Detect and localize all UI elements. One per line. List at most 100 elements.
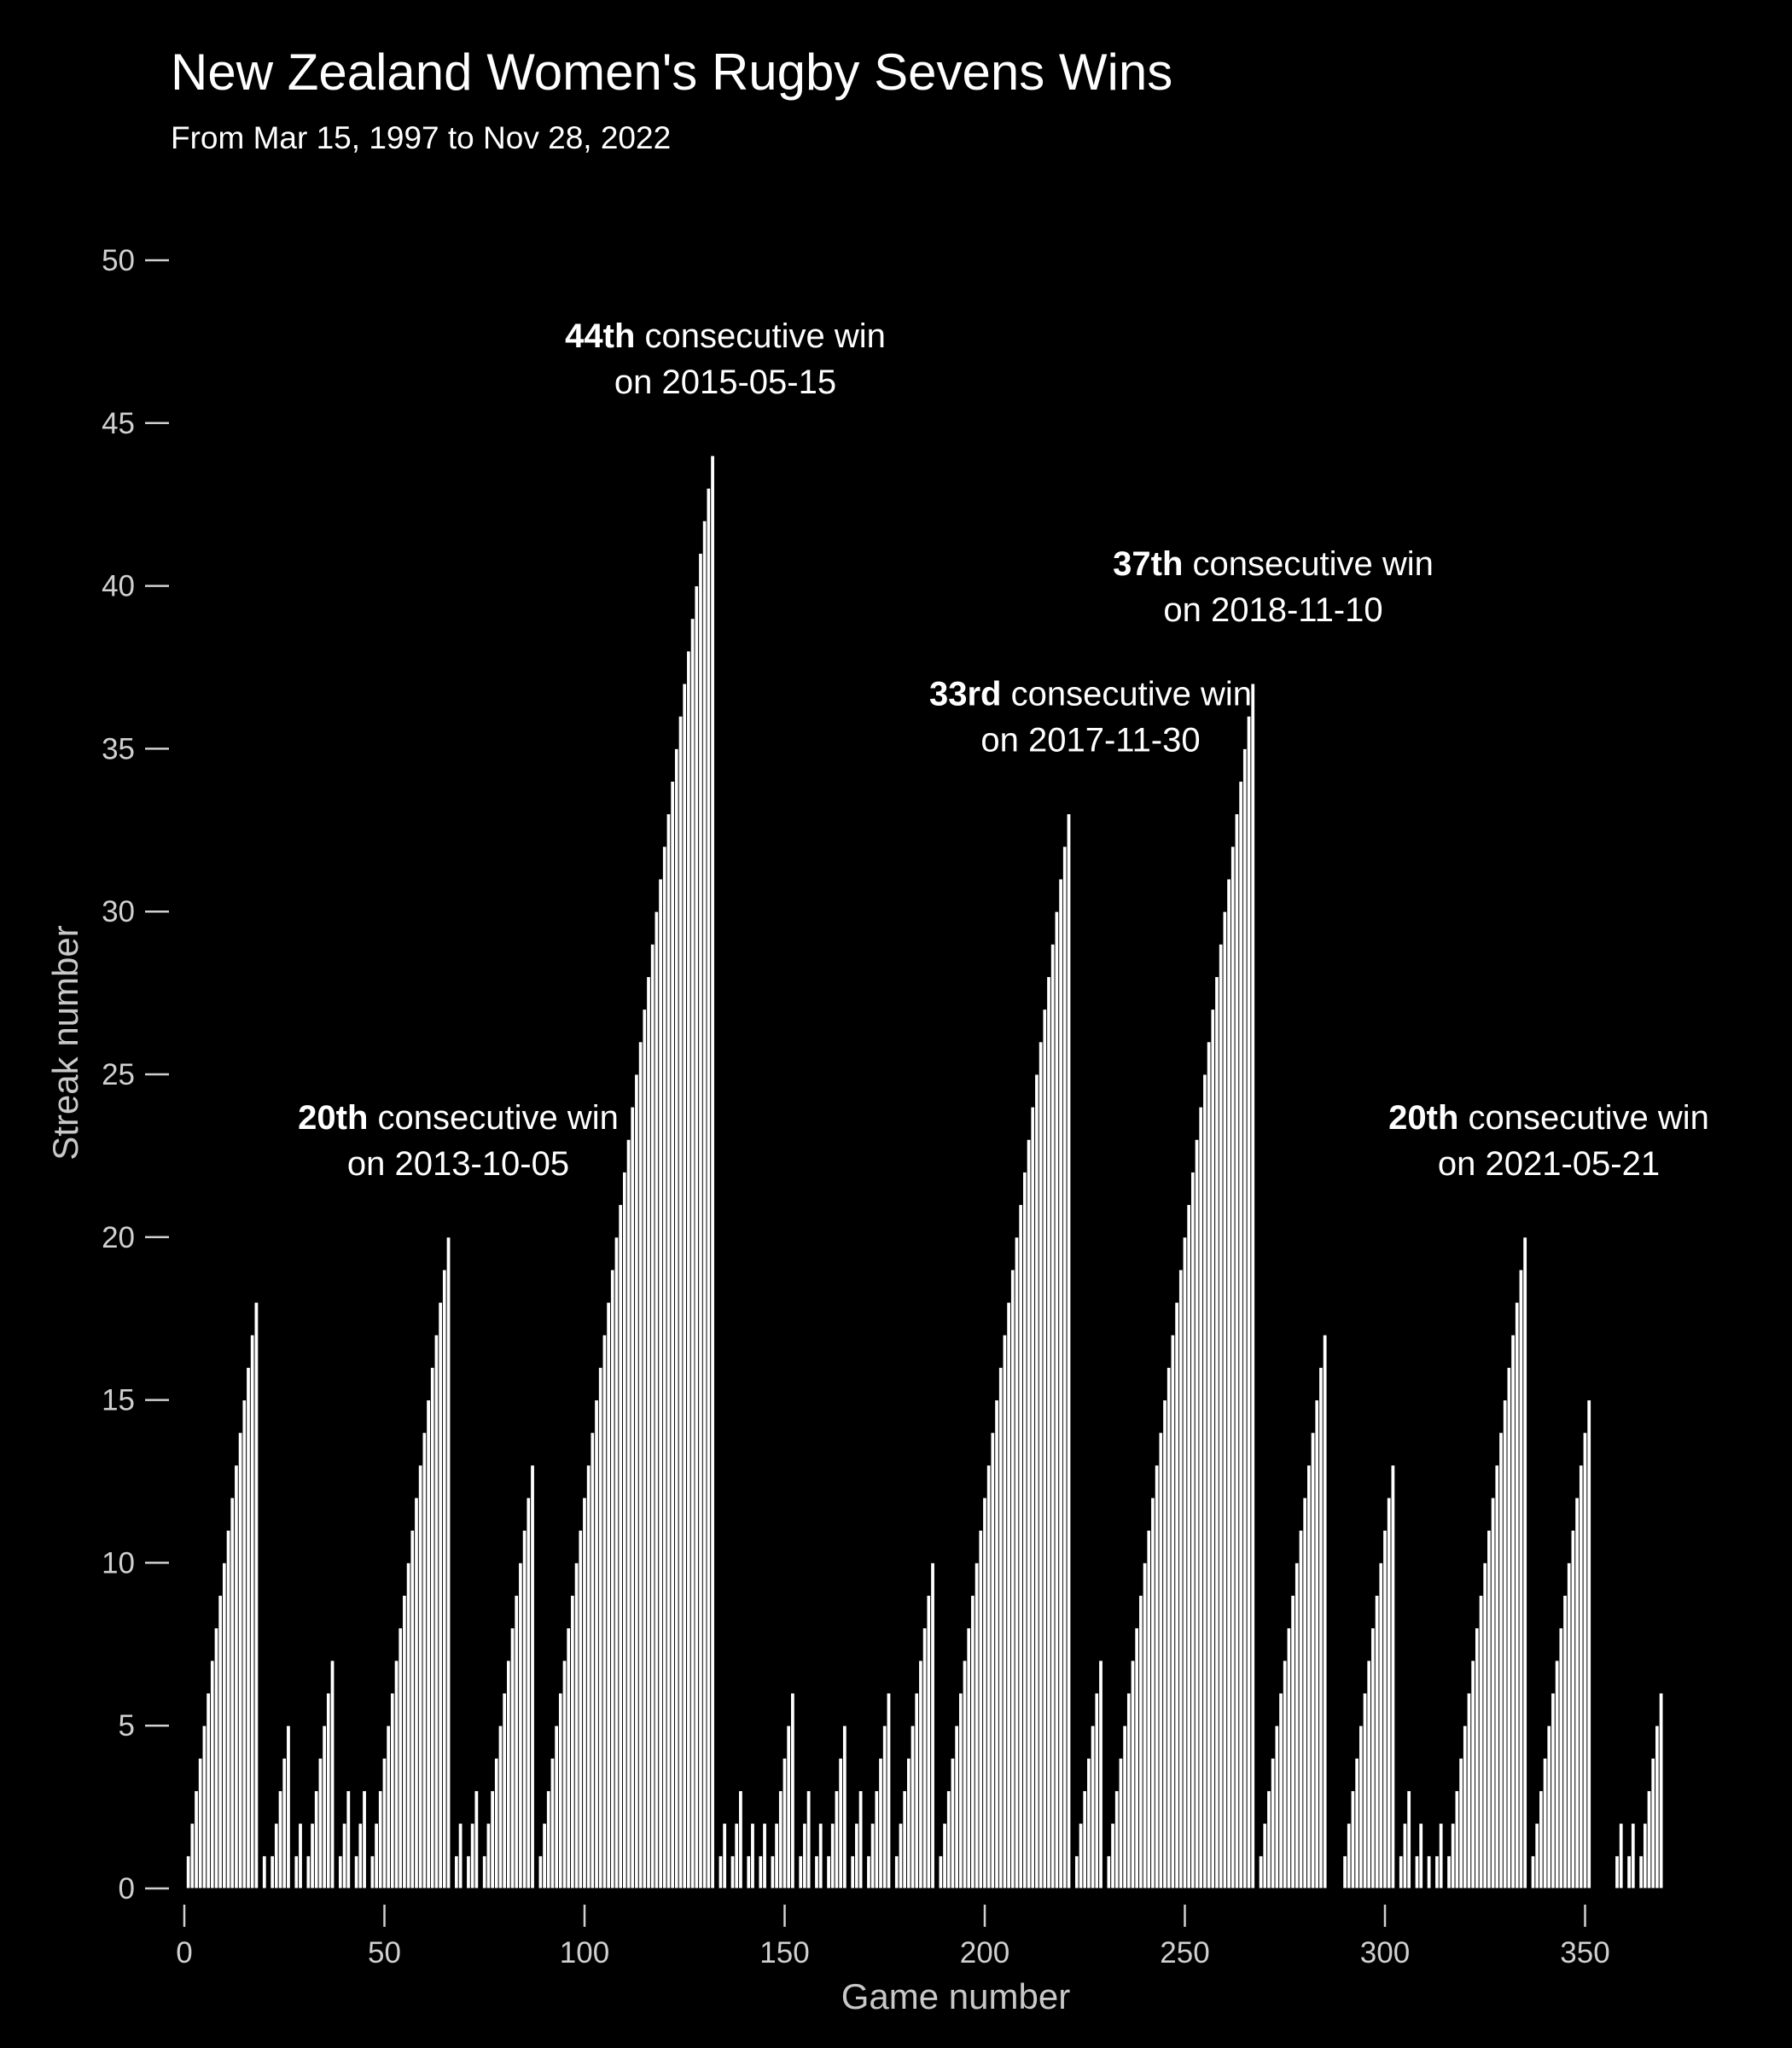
bar-game-171	[866, 1855, 871, 1889]
bar-game-162	[829, 1823, 835, 1889]
bar-game-309	[1418, 1823, 1424, 1889]
bar-game-295	[1362, 1692, 1368, 1889]
annotation-line2: on 2021-05-21	[1438, 1145, 1660, 1183]
bar-game-32	[310, 1823, 315, 1889]
bar-game-107	[610, 1269, 615, 1889]
bar-game-103	[594, 1399, 599, 1889]
bar-game-369	[1658, 1692, 1664, 1889]
bar-game-255	[1202, 1073, 1207, 1889]
bar-game-260	[1222, 911, 1228, 1889]
bar-game-47	[369, 1855, 375, 1889]
bar-game-317	[1450, 1823, 1456, 1889]
bar-game-327	[1490, 1497, 1496, 1889]
bar-game-12	[230, 1497, 236, 1889]
bar-game-292	[1350, 1790, 1356, 1889]
bar-game-331	[1506, 1366, 1512, 1889]
bar-game-262	[1230, 846, 1236, 1889]
bar-game-101	[585, 1464, 591, 1889]
bar-game-132	[710, 455, 715, 1889]
x-tick-label-200: 200	[960, 1936, 1009, 1969]
bar-game-304	[1398, 1855, 1404, 1889]
bar-game-139	[738, 1790, 743, 1889]
bar-game-261	[1226, 878, 1231, 1889]
bar-game-185	[922, 1627, 928, 1889]
bar-game-82	[509, 1627, 515, 1889]
bar-game-60	[422, 1432, 428, 1889]
bar-game-229	[1098, 1660, 1103, 1889]
bar-game-191	[945, 1790, 951, 1889]
bar-game-169	[858, 1790, 864, 1889]
bar-game-275	[1282, 1660, 1288, 1889]
bar-game-56	[405, 1562, 411, 1889]
bar-game-348	[1574, 1497, 1580, 1889]
bar-game-346	[1566, 1562, 1572, 1889]
bar-game-335	[1522, 1236, 1527, 1889]
bar-game-301	[1386, 1497, 1392, 1889]
annotation-line1: 37th consecutive win	[1113, 545, 1434, 583]
bar-game-278	[1295, 1562, 1300, 1889]
bar-game-100	[582, 1497, 587, 1889]
bar-game-124	[678, 715, 684, 1889]
bar-game-228	[1094, 1692, 1100, 1889]
bar-game-332	[1510, 1334, 1516, 1889]
bar-game-78	[494, 1757, 499, 1889]
bar-game-92	[550, 1757, 556, 1889]
bar-game-102	[590, 1432, 596, 1889]
bar-game-53	[393, 1660, 399, 1889]
bar-game-186	[926, 1595, 932, 1889]
bar-game-236	[1126, 1692, 1132, 1889]
bar-game-181	[906, 1757, 911, 1889]
annotation-line1: 44th consecutive win	[565, 317, 886, 355]
bar-game-130	[701, 520, 707, 1889]
bar-game-77	[490, 1790, 495, 1889]
bar-game-111	[625, 1138, 631, 1889]
bar-game-24	[277, 1790, 283, 1889]
x-tick-label-150: 150	[759, 1936, 809, 1969]
bar-game-34	[317, 1757, 323, 1889]
bar-game-155	[802, 1823, 807, 1889]
bar-game-341	[1546, 1725, 1552, 1889]
bar-game-351	[1586, 1399, 1591, 1889]
annotation-line2: on 2013-10-05	[347, 1145, 569, 1183]
bar-game-48	[374, 1823, 379, 1889]
bar-game-206	[1006, 1301, 1011, 1889]
bar-game-239	[1138, 1595, 1143, 1889]
bar-game-349	[1579, 1464, 1584, 1889]
bar-game-37	[329, 1660, 335, 1889]
bar-game-258	[1214, 976, 1219, 1889]
bar-game-314	[1438, 1823, 1444, 1889]
bar-game-31	[305, 1855, 311, 1889]
bar-game-338	[1534, 1823, 1540, 1889]
y-tick-label-5: 5	[119, 1709, 135, 1743]
bar-game-249	[1178, 1269, 1184, 1889]
bar-game-84	[518, 1562, 523, 1889]
bar-game-39	[338, 1855, 343, 1889]
bar-game-51	[386, 1725, 391, 1889]
bar-game-319	[1458, 1757, 1463, 1889]
bar-game-248	[1174, 1301, 1179, 1889]
bar-game-190	[942, 1823, 947, 1889]
bar-game-344	[1558, 1627, 1564, 1889]
bar-game-361	[1626, 1855, 1632, 1889]
bar-game-105	[602, 1334, 608, 1889]
x-axis: 0 50 100 150 200 250 300 350	[176, 1905, 1610, 1969]
bar-game-109	[618, 1204, 624, 1889]
y-tick-label-40: 40	[102, 570, 135, 603]
bar-game-246	[1166, 1366, 1172, 1889]
bar-game-205	[1002, 1334, 1008, 1889]
bar-game-79	[497, 1725, 503, 1889]
bar-game-1	[185, 1855, 191, 1889]
bar-game-158	[814, 1855, 819, 1889]
bar-game-156	[806, 1790, 812, 1889]
bar-game-224	[1078, 1823, 1084, 1889]
bar-game-106	[606, 1301, 611, 1889]
bar-game-339	[1539, 1790, 1544, 1889]
bar-game-10	[222, 1562, 227, 1889]
bar-game-159	[817, 1823, 823, 1889]
annotations-group: 44th consecutive win on 2015-05-15 20th co…	[298, 317, 1709, 1183]
bar-game-350	[1582, 1432, 1588, 1889]
bar-game-151	[786, 1725, 791, 1889]
bar-game-240	[1142, 1562, 1148, 1889]
bar-game-256	[1206, 1041, 1212, 1889]
bar-game-294	[1359, 1725, 1364, 1889]
